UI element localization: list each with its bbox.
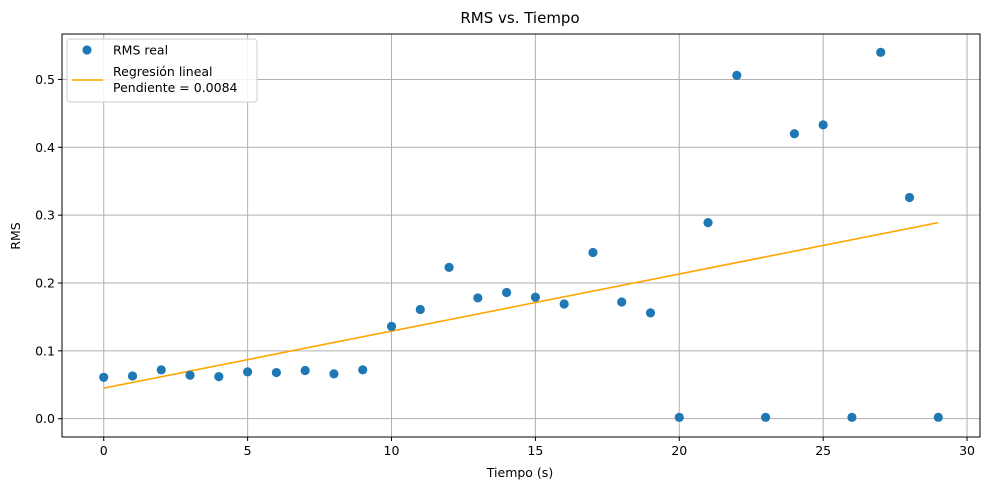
rms-data-point [674, 412, 684, 422]
y-tick-label: 0.4 [35, 140, 55, 155]
x-tick-label: 5 [244, 443, 252, 458]
rms-data-point [329, 369, 339, 379]
rms-data-point [732, 70, 742, 80]
y-tick-label: 0.2 [35, 275, 55, 290]
rms-data-point [645, 308, 656, 318]
legend-label-regression: Regresión lineal [113, 64, 213, 79]
rms-data-point [358, 365, 368, 375]
rms-data-point [530, 292, 540, 302]
rms-data-point [386, 321, 397, 332]
rms-data-point [415, 304, 425, 315]
y-tick-label: 0.1 [35, 343, 55, 358]
rms-data-point [214, 372, 224, 382]
rms-data-point [243, 367, 253, 377]
x-tick-label: 15 [527, 443, 543, 458]
rms-data-point [127, 371, 138, 381]
rms-data-point [847, 412, 857, 422]
rms-data-point [473, 293, 483, 303]
plot-area [99, 47, 943, 422]
rms-data-point [300, 365, 310, 376]
rms-data-point [617, 297, 627, 307]
y-tick-label: 0.0 [35, 411, 55, 426]
rms-data-point [559, 299, 569, 309]
rms-data-point [904, 192, 915, 203]
rms-data-point [818, 120, 828, 130]
legend-label-rms-real: RMS real [113, 43, 168, 58]
grid-lines [62, 34, 980, 437]
rms-data-point [789, 129, 799, 139]
rms-data-point [876, 47, 886, 57]
x-axis-label: Tiempo (s) [486, 465, 553, 480]
rms-data-point [703, 218, 713, 228]
y-tick-label: 0.3 [35, 208, 55, 223]
x-tick-label: 10 [384, 443, 400, 458]
rms-data-point [271, 367, 281, 378]
axis-ticks: 0 5 10 15 20 25 30 0.0 0.1 0.2 0.3 0.4 0.5 [35, 72, 975, 458]
legend-box [66, 38, 258, 103]
y-tick-label: 0.5 [35, 72, 55, 87]
x-tick-label: 25 [815, 443, 831, 458]
legend-scatter-marker [82, 45, 92, 55]
y-axis-label: RMS [8, 222, 23, 249]
rms-data-point [761, 412, 771, 422]
x-tick-label: 20 [671, 443, 687, 458]
x-tick-label: 30 [959, 443, 975, 458]
rms-data-point [588, 247, 598, 258]
rms-data-point [156, 365, 166, 375]
rms-data-point [502, 287, 512, 298]
rms-data-point [185, 370, 195, 380]
chart-title: RMS vs. Tiempo [460, 9, 579, 27]
rms-data-point [933, 412, 943, 422]
regression-line [103, 221, 939, 389]
axes-frame [61, 33, 981, 438]
legend-label-slope: Pendiente = 0.0084 [113, 80, 238, 95]
rms-data-point [444, 262, 454, 272]
x-tick-label: 0 [100, 443, 108, 458]
rms-data-point [99, 372, 109, 382]
